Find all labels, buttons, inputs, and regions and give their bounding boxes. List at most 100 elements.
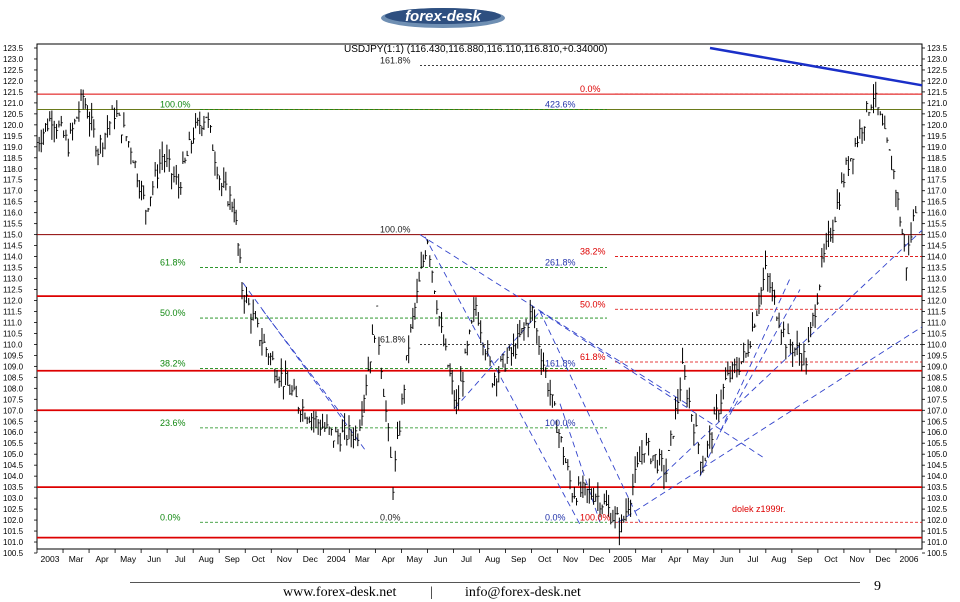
channel-line (424, 236, 581, 525)
footer-site-link[interactable]: www.forex-desk.net (283, 585, 397, 600)
y-tick-label-right: 121.5 (927, 88, 948, 97)
fib-label: 0.0% (380, 512, 401, 522)
y-tick-label-right: 123.0 (927, 55, 948, 64)
x-tick-label: Aug (771, 554, 786, 564)
y-tick-label-right: 110.0 (927, 340, 947, 349)
y-tick-label-right: 117.5 (927, 176, 947, 185)
y-tick-label-left: 108.0 (3, 384, 24, 393)
x-tick-label: Oct (824, 554, 838, 564)
x-tick-label: Nov (849, 554, 865, 564)
channel-line (719, 289, 801, 433)
x-tick-label: Apr (382, 554, 395, 564)
y-tick-label-left: 118.5 (3, 154, 23, 163)
y-tick-label-left: 101.0 (3, 538, 24, 547)
y-tick-label-left: 121.5 (3, 88, 24, 97)
fib-label: 61.8% (160, 258, 186, 268)
channel-line (419, 234, 691, 407)
x-tick-label: Dec (303, 554, 319, 564)
y-tick-label-left: 107.0 (3, 406, 24, 415)
y-tick-label-left: 113.5 (3, 264, 23, 273)
annotation-label: dolek z1999r. (732, 504, 786, 514)
long-term-downtrend-line (709, 46, 923, 87)
y-tick-label-right: 106.0 (927, 428, 948, 437)
fib-label: 261.8% (545, 258, 576, 268)
y-tick-label-right: 101.0 (927, 538, 948, 547)
x-tick-label: 2006 (900, 554, 919, 564)
x-tick-label: Dec (875, 554, 891, 564)
y-tick-label-right: 111.5 (927, 307, 946, 316)
y-tick-label-right: 117.0 (927, 187, 947, 196)
y-tick-label-left: 105.0 (3, 450, 24, 459)
y-tick-label-right: 114.0 (927, 253, 947, 262)
x-tick-label: Jul (747, 554, 758, 564)
y-tick-label-left: 120.5 (3, 110, 24, 119)
y-tick-label-left: 111.5 (3, 307, 22, 316)
y-tick-label-right: 105.0 (927, 450, 948, 459)
fib-label: 0.0% (580, 84, 601, 94)
channel-line (699, 278, 791, 477)
channel-line (617, 326, 923, 523)
x-tick-label: Sep (797, 554, 812, 564)
fib-label: 50.0% (580, 299, 606, 309)
page-number: 9 (874, 579, 881, 594)
y-tick-label-left: 106.5 (3, 417, 24, 426)
y-tick-label-right: 108.5 (927, 373, 948, 382)
fib-label: 100.0% (160, 99, 191, 109)
x-tick-label: Sep (225, 554, 240, 564)
y-tick-label-right: 104.0 (927, 472, 948, 481)
fib-label: 38.2% (160, 359, 186, 369)
x-tick-label: Aug (199, 554, 214, 564)
x-tick-label: Oct (538, 554, 552, 564)
y-tick-label-right: 103.0 (927, 494, 948, 503)
x-tick-label: May (120, 554, 137, 564)
y-tick-label-left: 102.0 (3, 516, 24, 525)
y-tick-label-left: 104.0 (3, 472, 24, 481)
x-tick-label: May (406, 554, 423, 564)
y-tick-label-right: 109.0 (927, 362, 948, 371)
y-tick-label-right: 109.5 (927, 351, 948, 360)
channel-line (649, 229, 923, 488)
x-tick-label: 2005 (613, 554, 632, 564)
y-tick-label-left: 101.5 (3, 527, 24, 536)
channel-line (539, 311, 766, 459)
x-tick-label: May (693, 554, 710, 564)
y-tick-label-left: 112.5 (3, 286, 23, 295)
fib-label: 100.0% (380, 225, 411, 235)
y-tick-label-right: 119.0 (927, 143, 947, 152)
x-tick-label: 2004 (327, 554, 346, 564)
x-tick-label: Nov (277, 554, 293, 564)
x-tick-label: Jul (175, 554, 186, 564)
fib-labels: 100.0% 61.8% 50.0% 38.2% 23.6% 0.0% 161.8% 100.… (160, 56, 611, 523)
x-tick-label: Sep (511, 554, 526, 564)
y-tick-label-right: 104.5 (927, 461, 948, 470)
fib-label: 0.0% (545, 512, 566, 522)
fib-label: 423.6% (545, 99, 576, 109)
y-tick-label-left: 106.0 (3, 428, 24, 437)
y-tick-label-right: 101.5 (927, 527, 948, 536)
fib-label: 38.2% (580, 247, 606, 257)
y-tick-label-left: 119.0 (3, 143, 23, 152)
y-tick-label-left: 111.0 (3, 318, 22, 327)
y-tick-label-right: 102.5 (927, 505, 948, 514)
y-tick-label-left: 116.0 (3, 209, 23, 218)
channel-line (454, 311, 541, 409)
y-tick-label-right: 116.0 (927, 209, 947, 218)
y-tick-label-right: 113.0 (927, 275, 947, 284)
footer-email-link[interactable]: info@forex-desk.net (465, 585, 581, 600)
y-tick-label-left: 120.0 (3, 121, 24, 130)
x-axis: 2003 Mar Apr May Jun Jul Aug Sep Oct Nov Dec 2004 Ma… (36, 549, 919, 564)
x-tick-label: Apr (668, 554, 681, 564)
y-tick-label-right: 100.5 (927, 549, 948, 558)
x-tick-label: Aug (485, 554, 500, 564)
y-tick-label-left: 123.5 (3, 44, 24, 53)
y-tick-label-left: 119.5 (3, 132, 23, 141)
fib-label: 23.6% (160, 418, 186, 428)
footer-divider (130, 582, 860, 583)
y-tick-label-right: 115.0 (927, 231, 947, 240)
y-tick-label-right: 107.0 (927, 406, 948, 415)
footer: www.forex-desk.net | info@forex-desk.net… (0, 579, 960, 602)
y-axis-left: 123.5 123.0 122.5 122.0 121.5 121.0 120.5 120.0… (3, 44, 37, 558)
y-tick-label-left: 110.0 (3, 340, 23, 349)
x-tick-label: Mar (355, 554, 370, 564)
y-tick-label-right: 123.5 (927, 44, 948, 53)
